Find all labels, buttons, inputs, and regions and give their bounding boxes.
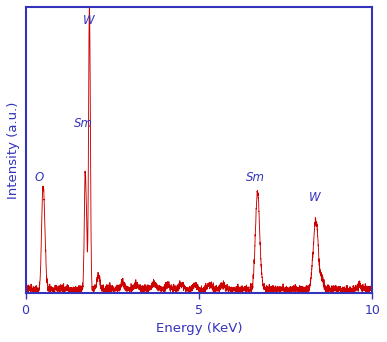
Text: W: W bbox=[83, 14, 95, 27]
X-axis label: Energy (KeV): Energy (KeV) bbox=[156, 322, 242, 335]
Y-axis label: Intensity (a.u.): Intensity (a.u.) bbox=[7, 101, 20, 199]
Text: Sm: Sm bbox=[74, 117, 93, 130]
Text: Sm: Sm bbox=[245, 171, 264, 184]
Text: O: O bbox=[34, 171, 43, 184]
Text: W: W bbox=[309, 192, 321, 205]
